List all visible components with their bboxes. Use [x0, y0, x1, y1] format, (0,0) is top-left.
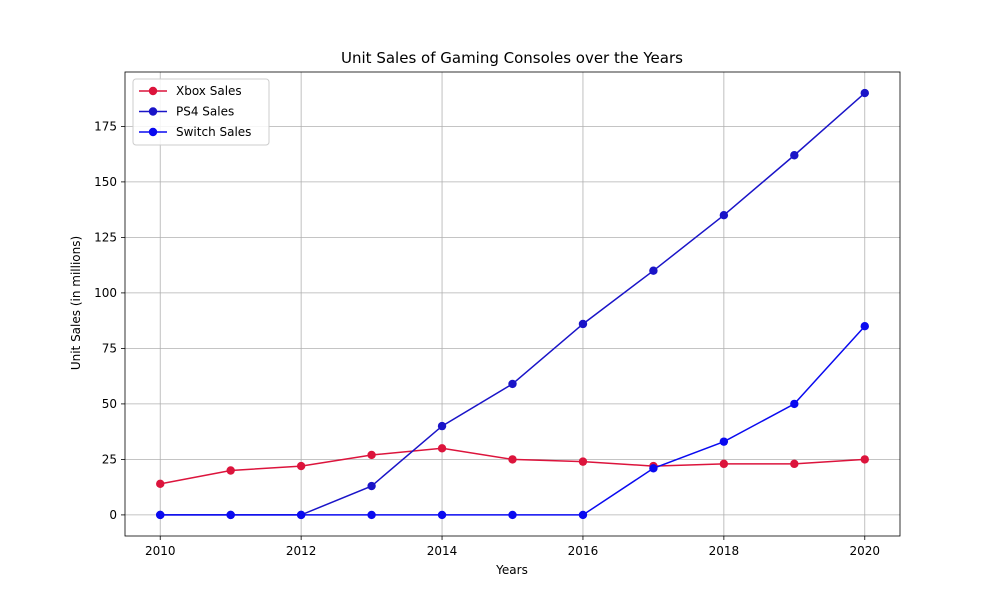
legend-item: Xbox Sales — [139, 84, 242, 98]
data-point-xbox-sales — [578, 457, 588, 466]
data-point-ps4-sales — [437, 421, 447, 431]
x-tick-label: 2014 — [427, 544, 458, 558]
data-point-switch-sales — [296, 510, 306, 520]
y-tick-label: 25 — [102, 452, 117, 466]
data-point-switch-sales — [578, 510, 588, 520]
data-point-switch-sales — [790, 399, 799, 409]
plot-frame — [124, 71, 901, 537]
data-point-switch-sales — [226, 510, 235, 520]
y-tick-label: 50 — [102, 397, 117, 411]
series-line-ps4-sales — [160, 92, 866, 516]
data-point-xbox-sales — [860, 455, 869, 464]
data-point-switch-sales — [508, 510, 517, 520]
data-point-xbox-sales — [296, 461, 306, 471]
axes: 2010 2012 2014 2016 2018 2020 0 25 50 75 100 125 150… — [94, 71, 901, 558]
y-tick-label: 150 — [94, 175, 117, 189]
x-tick-label: 2016 — [568, 544, 599, 558]
data-point-switch-sales — [156, 510, 165, 520]
data-point-ps4-sales — [649, 266, 658, 275]
series-switch-sales — [156, 322, 869, 520]
y-tick-label: 75 — [102, 341, 117, 355]
data-point-switch-sales — [860, 322, 869, 331]
y-tick-label: 175 — [94, 119, 117, 133]
data-point-xbox-sales — [437, 444, 447, 453]
data-point-switch-sales — [649, 464, 658, 473]
data-point-ps4-sales — [578, 319, 588, 329]
data-point-switch-sales — [367, 510, 376, 520]
data-point-ps4-sales — [719, 210, 729, 220]
data-point-ps4-sales — [367, 481, 376, 491]
data-point-xbox-sales — [790, 459, 799, 469]
data-point-xbox-sales — [508, 455, 517, 464]
data-point-xbox-sales — [367, 450, 376, 460]
data-point-xbox-sales — [156, 479, 165, 489]
legend-swatch-marker — [148, 127, 158, 137]
data-point-ps4-sales — [790, 151, 799, 160]
data-point-xbox-sales — [719, 459, 729, 469]
y-axis-label: Unit Sales (in millions) — [69, 236, 83, 370]
legend-label: Switch Sales — [176, 125, 251, 139]
data-point-xbox-sales — [226, 466, 235, 475]
x-tick-label: 2012 — [286, 544, 317, 558]
grid — [125, 72, 900, 536]
legend-item: Switch Sales — [139, 125, 251, 139]
data-point-ps4-sales — [860, 88, 869, 98]
data-point-switch-sales — [719, 437, 729, 446]
legend: Xbox Sales PS4 Sales Switch Sales — [132, 78, 270, 146]
legend-swatch-marker — [148, 86, 158, 96]
series-layer — [156, 88, 869, 520]
y-tick-label: 0 — [109, 508, 117, 522]
chart-title: Unit Sales of Gaming Consoles over the Y… — [341, 49, 683, 67]
data-point-switch-sales — [437, 510, 447, 520]
y-tick-label: 100 — [94, 286, 117, 300]
series-line-switch-sales — [160, 325, 866, 516]
legend-label: Xbox Sales — [176, 84, 242, 98]
legend-item: PS4 Sales — [139, 105, 234, 119]
x-tick-label: 2010 — [145, 544, 176, 558]
series-xbox-sales — [156, 444, 869, 489]
legend-swatch-marker — [148, 107, 158, 116]
x-tick-label: 2020 — [849, 544, 880, 558]
legend-box — [132, 78, 270, 146]
data-point-ps4-sales — [508, 379, 517, 389]
series-ps4-sales — [156, 88, 869, 520]
x-tick-label: 2018 — [709, 544, 740, 558]
series-line-xbox-sales — [160, 447, 865, 485]
legend-label: PS4 Sales — [176, 105, 234, 119]
x-axis-label: Years — [495, 563, 528, 577]
y-tick-label: 125 — [94, 230, 117, 244]
